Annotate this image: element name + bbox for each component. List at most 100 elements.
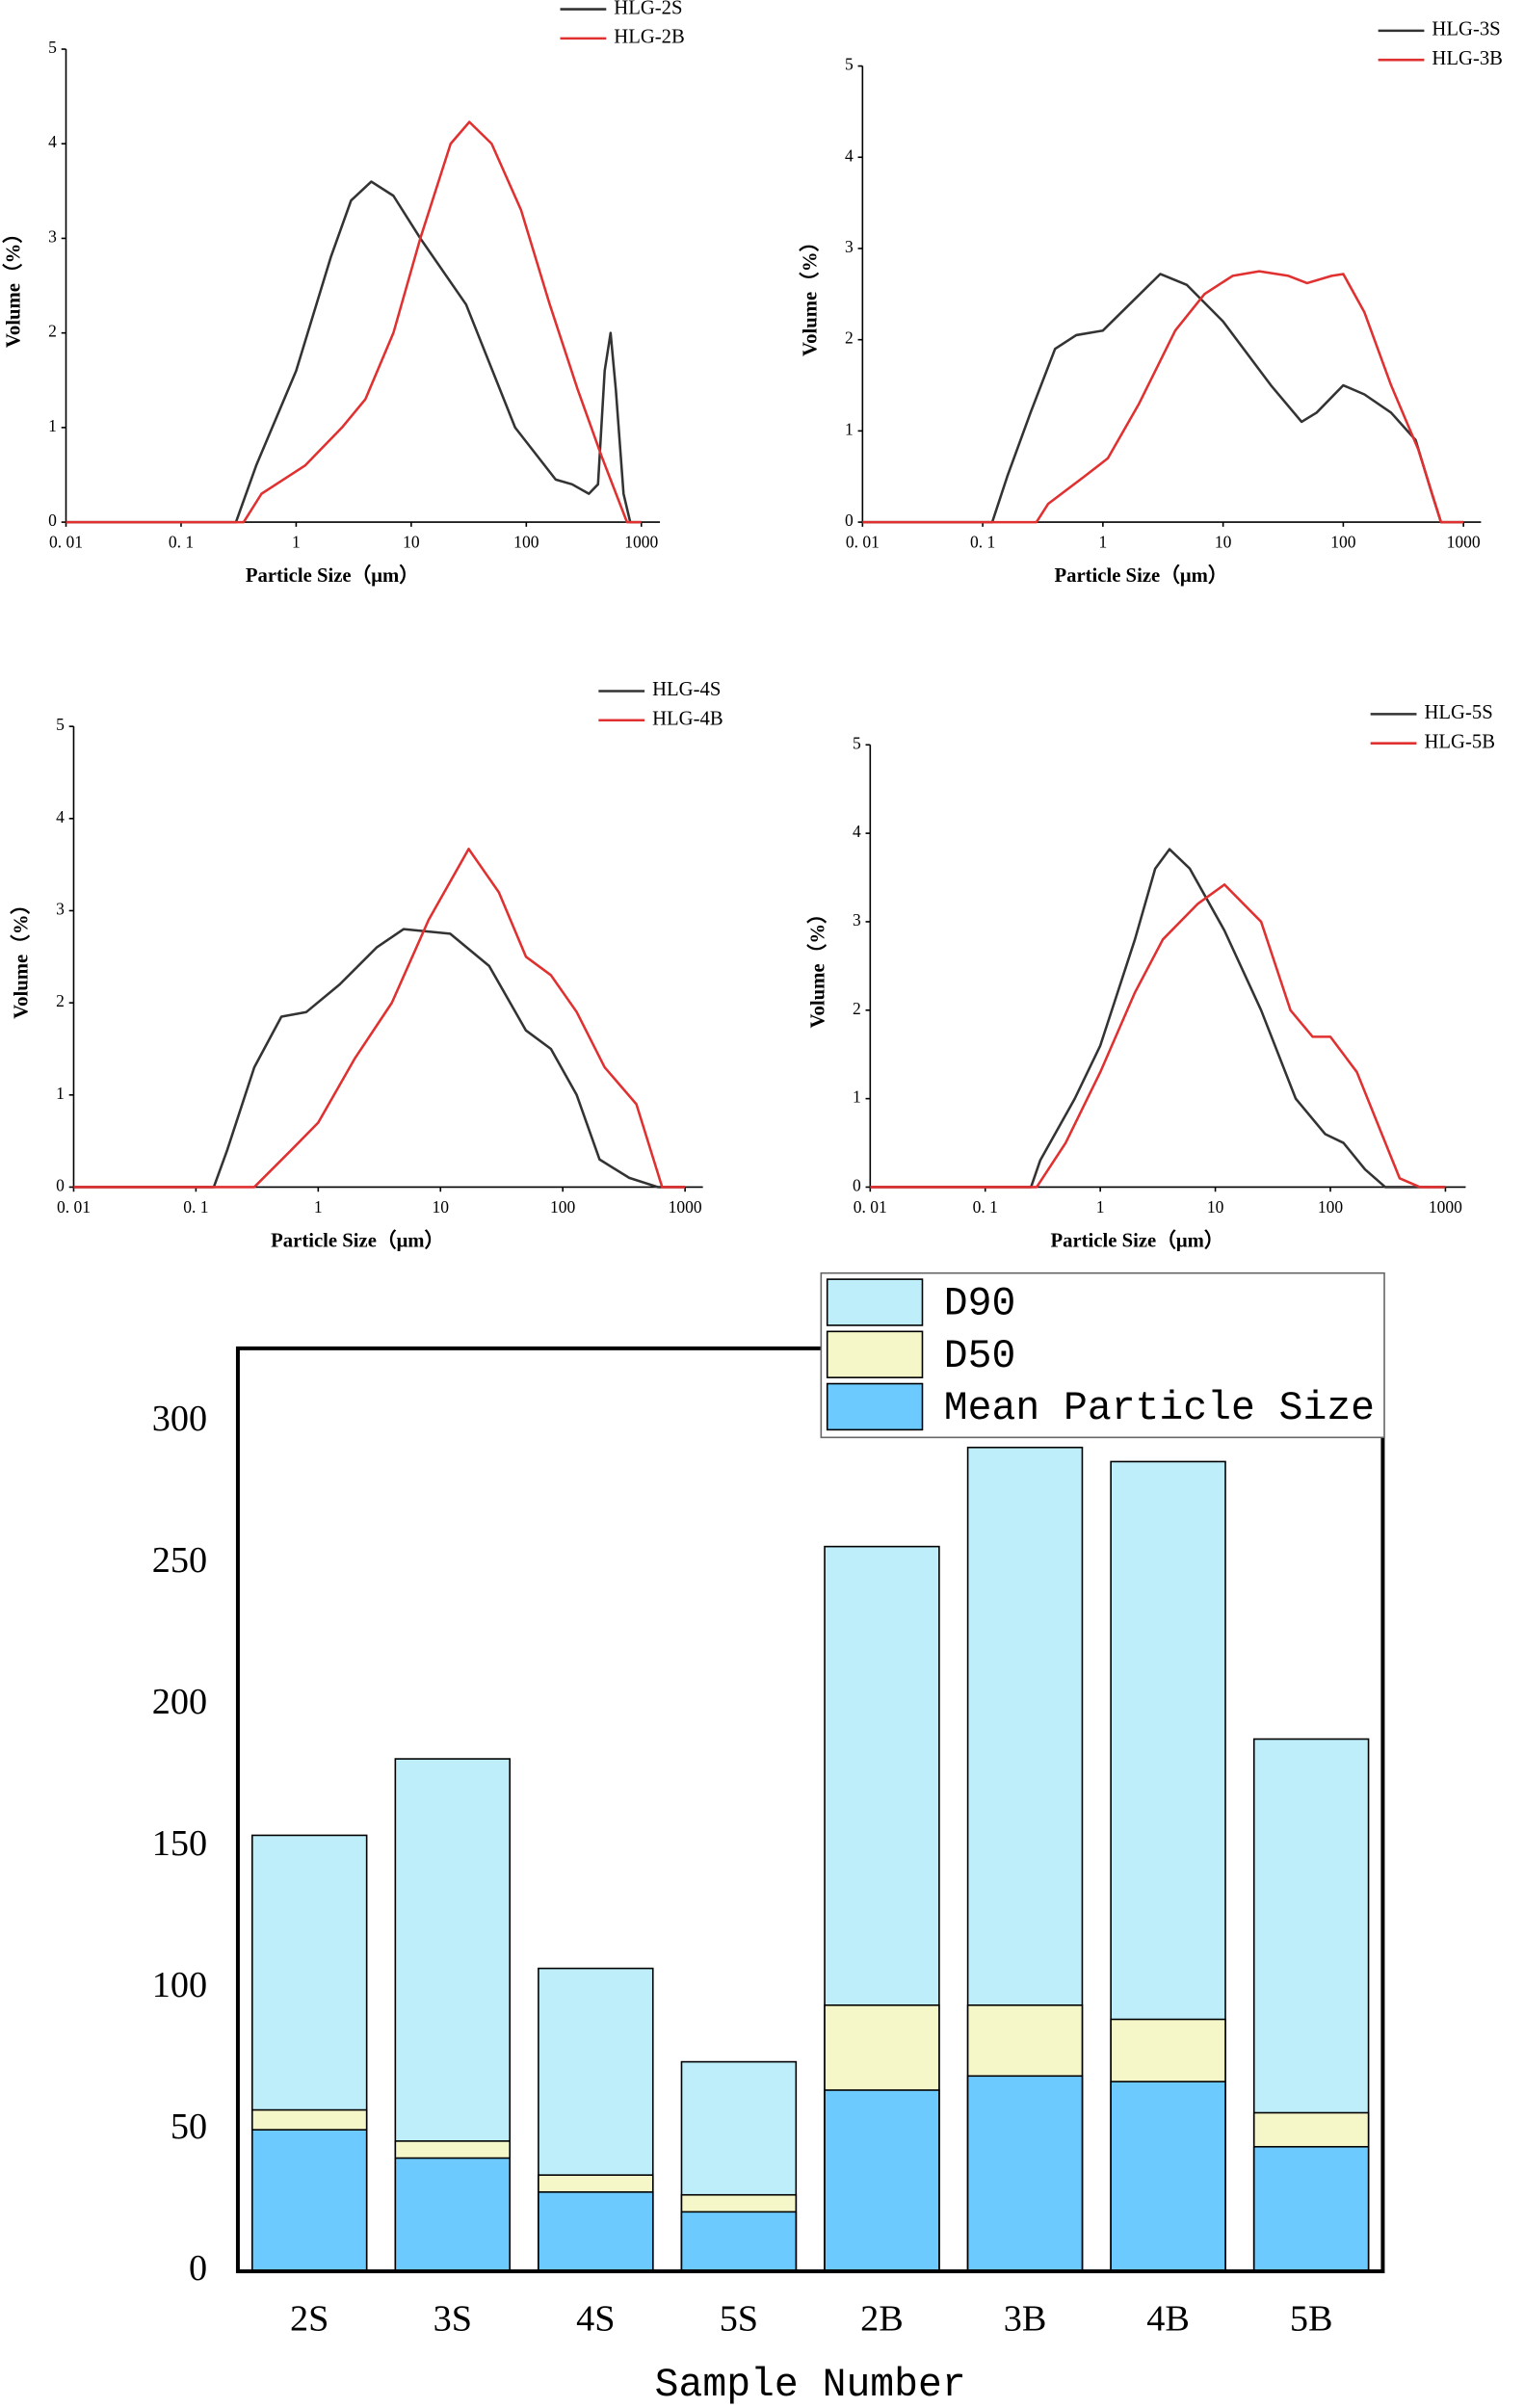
x-tick-label: 100 (550, 1197, 576, 1217)
x-tick-label: 3B (1004, 2298, 1047, 2339)
axis-line (72, 726, 703, 1189)
x-tick-label: 2B (860, 2298, 904, 2339)
legend-label: HLG-5S (1424, 702, 1492, 723)
x-tick-label: 0. 01 (49, 532, 83, 551)
x-axis-title: Particle Size（μm） (1054, 563, 1227, 587)
y-tick-label: 1 (56, 1084, 65, 1103)
x-tick-label: 1 (1098, 532, 1107, 551)
y-tick-label: 5 (845, 55, 854, 74)
y-tick-label: 2 (56, 991, 65, 1010)
bar (1252, 2145, 1370, 2272)
x-tick-label: 3S (434, 2298, 472, 2339)
x-tick-label: 0. 1 (973, 1197, 998, 1217)
y-tick-label: 0 (189, 2248, 207, 2289)
y-tick-label: 200 (152, 1682, 207, 1722)
x-tick-label: 10 (1207, 1197, 1224, 1217)
y-tick-label: 50 (171, 2107, 207, 2147)
x-axis-title: Particle Size（μm） (271, 1229, 444, 1252)
y-tick-label: 4 (853, 822, 861, 841)
legend-label: D90 (944, 1283, 1016, 1327)
legend-label: HLG-4B (652, 709, 723, 730)
y-tick-label: 3 (56, 899, 65, 918)
legend-label: D50 (944, 1335, 1016, 1379)
y-tick-label: 250 (152, 1540, 207, 1581)
y-tick-label: 3 (853, 910, 861, 929)
y-axis-title: Volume（%） (799, 232, 822, 356)
x-tick-label: 100 (513, 532, 539, 551)
legend-label: HLG-2B (614, 27, 685, 48)
y-tick-label: 1 (853, 1087, 861, 1107)
y-tick-label: 5 (48, 38, 57, 57)
y-tick-label: 0 (853, 1175, 861, 1194)
y-tick-label: 4 (56, 807, 65, 826)
y-tick-label: 150 (152, 1823, 207, 1864)
legend-label: HLG-2S (614, 0, 682, 18)
x-tick-label: 2S (290, 2298, 328, 2339)
x-tick-label: 10 (433, 1197, 450, 1217)
y-axis-title: Volume（%） (2, 223, 25, 348)
series-line (66, 180, 642, 524)
y-tick-label: 0 (845, 510, 854, 530)
x-tick-label: 1000 (1429, 1197, 1462, 1217)
x-tick-label: 100 (1330, 532, 1356, 551)
y-tick-label: 2 (853, 999, 861, 1018)
x-tick-label: 1 (1096, 1197, 1105, 1217)
y-tick-label: 3 (845, 237, 854, 256)
bar (680, 2211, 798, 2272)
x-tick-label: 0. 1 (169, 532, 194, 551)
x-tick-label: 0. 01 (57, 1197, 91, 1217)
x-tick-label: 0. 1 (183, 1197, 208, 1217)
y-tick-label: 100 (152, 1965, 207, 2005)
x-tick-label: 0. 1 (970, 532, 995, 551)
x-tick-label: 100 (1318, 1197, 1344, 1217)
bar (1110, 2081, 1226, 2272)
series-line (862, 273, 1464, 524)
x-tick-label: 1000 (624, 532, 658, 551)
y-tick-label: 2 (48, 322, 57, 341)
x-tick-label: 10 (1215, 532, 1232, 551)
x-tick-label: 1000 (669, 1197, 702, 1217)
y-tick-label: 5 (56, 715, 65, 734)
series-line (862, 270, 1464, 524)
y-tick-label: 5 (853, 733, 861, 752)
x-tick-label: 10 (403, 532, 420, 551)
bar (966, 2075, 1084, 2272)
x-tick-label: 4S (576, 2298, 615, 2339)
bar (538, 2191, 654, 2272)
x-axis-title: Particle Size（μm） (1050, 1229, 1223, 1252)
legend-label: HLG-3S (1432, 19, 1500, 40)
y-axis-title: Volume（%） (10, 895, 33, 1019)
legend-swatch (826, 1330, 924, 1378)
x-tick-label: 5B (1290, 2298, 1333, 2339)
legend-label: Mean Particle Size (944, 1387, 1375, 1431)
x-tick-label: 1 (292, 532, 301, 551)
legend-label: HLG-4S (652, 679, 721, 700)
y-tick-label: 1 (845, 419, 854, 438)
series-line (66, 120, 642, 524)
y-tick-label: 3 (48, 226, 57, 246)
legend-label: HLG-5B (1424, 731, 1495, 752)
y-tick-label: 1 (48, 416, 57, 435)
x-axis-title: Particle Size（μm） (246, 563, 419, 587)
axis-line (65, 49, 661, 523)
series-line (870, 848, 1446, 1189)
y-tick-label: 2 (845, 328, 854, 348)
y-tick-label: 0 (56, 1175, 65, 1194)
x-tick-label: 1 (314, 1197, 323, 1217)
y-tick-label: 4 (845, 145, 854, 165)
x-tick-label: 5S (720, 2298, 758, 2339)
plot-frame (235, 1346, 1385, 2274)
series-line (73, 928, 686, 1189)
series-line (870, 883, 1446, 1189)
legend-label: HLG-3B (1432, 48, 1503, 69)
bar (250, 2129, 368, 2272)
y-tick-label: 300 (152, 1399, 207, 1439)
y-tick-label: 4 (48, 132, 57, 151)
legend-swatch (826, 1382, 924, 1431)
y-axis-title: Volume（%） (805, 903, 828, 1028)
x-axis-title: Sample Number (655, 2364, 966, 2408)
bar (824, 2089, 940, 2272)
x-tick-label: 0. 01 (846, 532, 880, 551)
legend-swatch (826, 1278, 924, 1326)
